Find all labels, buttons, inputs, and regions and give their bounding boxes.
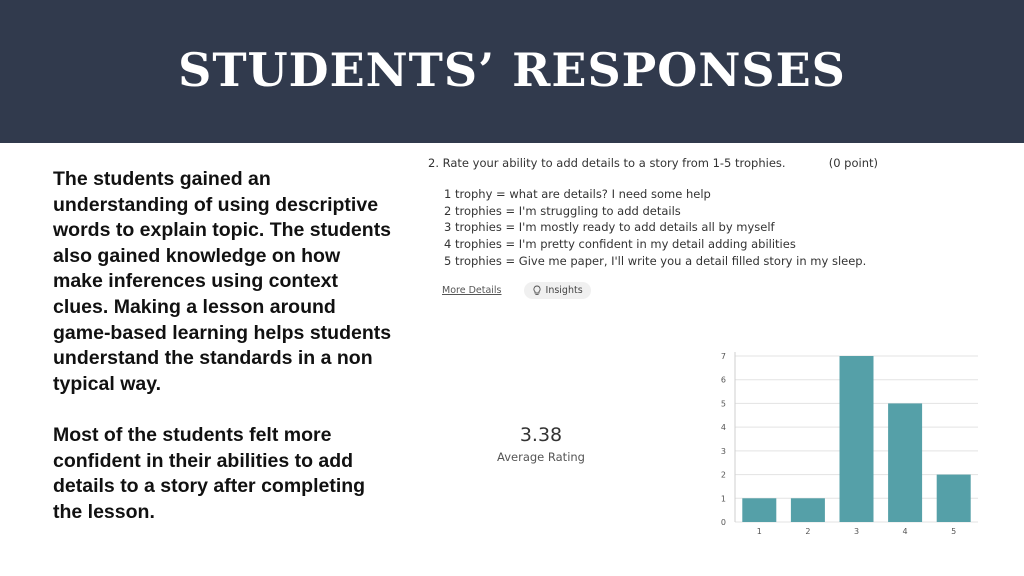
summary-paragraph-2: Most of the students felt more confident…	[53, 423, 366, 523]
y-tick-label: 7	[721, 352, 726, 361]
question-title: 2. Rate your ability to add details to a…	[428, 156, 786, 170]
y-tick-label: 6	[721, 376, 726, 385]
option-5: 5 trophies = Give me paper, I'll write y…	[444, 253, 867, 268]
x-tick-label: 3	[854, 527, 859, 536]
question-header: 2. Rate your ability to add details to a…	[428, 156, 888, 170]
average-rating-label: Average Rating	[497, 450, 585, 464]
x-tick-label: 1	[757, 527, 762, 536]
y-tick-label: 2	[721, 471, 726, 480]
summary-paragraph-1: The students gained an understanding of …	[53, 168, 392, 395]
y-tick-label: 5	[721, 399, 726, 408]
average-rating: 3.38 Average Rating	[480, 424, 602, 464]
x-tick-label: 4	[903, 527, 908, 536]
y-tick-label: 0	[721, 518, 726, 527]
bar-3	[839, 356, 874, 522]
bar-5	[936, 474, 971, 522]
summary-text: The students gained an understanding of …	[53, 167, 393, 525]
y-tick-label: 1	[721, 494, 726, 503]
option-4: 4 trophies = I'm pretty confident in my …	[444, 237, 796, 252]
bar-1	[742, 498, 777, 522]
x-tick-label: 5	[951, 527, 956, 536]
question-points: (0 point)	[828, 156, 878, 170]
page-title: STUDENTS’ RESPONSES	[178, 42, 846, 97]
lightbulb-icon	[532, 285, 541, 295]
title-banner: STUDENTS’ RESPONSES	[0, 0, 1024, 143]
average-rating-value: 3.38	[519, 424, 563, 446]
y-tick-label: 4	[721, 423, 726, 432]
question-actions: More Details Insights	[428, 281, 888, 299]
more-details-link[interactable]: More Details	[442, 284, 502, 296]
y-tick-label: 3	[721, 447, 726, 456]
bar-4	[888, 403, 923, 522]
option-1: 1 trophy = what are details? I need some…	[444, 187, 711, 201]
option-2: 2 trophies = I'm struggling to add detai…	[444, 203, 681, 218]
question-options: 1 trophy = what are details? I need some…	[428, 186, 888, 270]
insights-label: Insights	[545, 284, 583, 296]
rating-bar-chart: 0 1 2 3 4 5 6 7 1 2 3 4 5	[721, 352, 978, 536]
survey-question: 2. Rate your ability to add details to a…	[428, 156, 888, 299]
insights-button[interactable]: Insights	[523, 281, 591, 299]
option-3: 3 trophies = I'm mostly ready to add det…	[444, 220, 775, 235]
bar-2	[790, 498, 825, 522]
x-tick-label: 2	[805, 527, 810, 536]
